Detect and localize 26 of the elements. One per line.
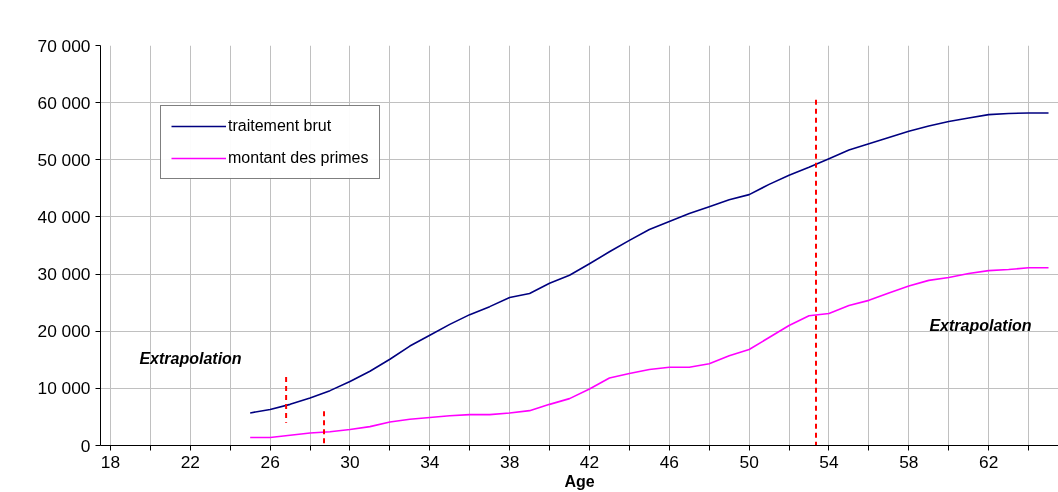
x-tick-label: 54 (819, 451, 839, 472)
x-tick-label: 50 (739, 451, 759, 472)
x-tick-label: 18 (100, 451, 121, 472)
y-tick-label: 70 000 (37, 35, 91, 56)
x-tick-label: 30 (340, 451, 360, 472)
legend-label: montant des primes (228, 149, 369, 167)
x-tick-label: 46 (659, 451, 679, 472)
y-tick-label: 10 000 (37, 378, 91, 399)
legend-label: traitement brut (228, 117, 332, 135)
x-tick-label: 42 (579, 451, 600, 472)
y-tick-label: 50 000 (37, 149, 91, 170)
y-tick-label: 40 000 (37, 206, 91, 227)
annotation: Extrapolation (139, 350, 242, 367)
y-tick-label: 60 000 (37, 92, 91, 113)
x-tick-label: 38 (500, 451, 520, 472)
x-tick-label: 22 (180, 451, 200, 472)
line-series (249, 266, 1050, 439)
y-tick-label: 30 000 (37, 264, 91, 285)
y-tick-label: 0 (80, 435, 91, 456)
x-tick-label: 58 (899, 451, 919, 472)
x-tick-label: 26 (260, 451, 280, 472)
x-axis-title: Age (564, 472, 595, 490)
annotation: Extrapolation (929, 317, 1032, 334)
x-tick-label: 34 (420, 451, 440, 472)
y-tick-label: 20 000 (37, 321, 91, 342)
x-tick-label: 62 (979, 451, 999, 472)
